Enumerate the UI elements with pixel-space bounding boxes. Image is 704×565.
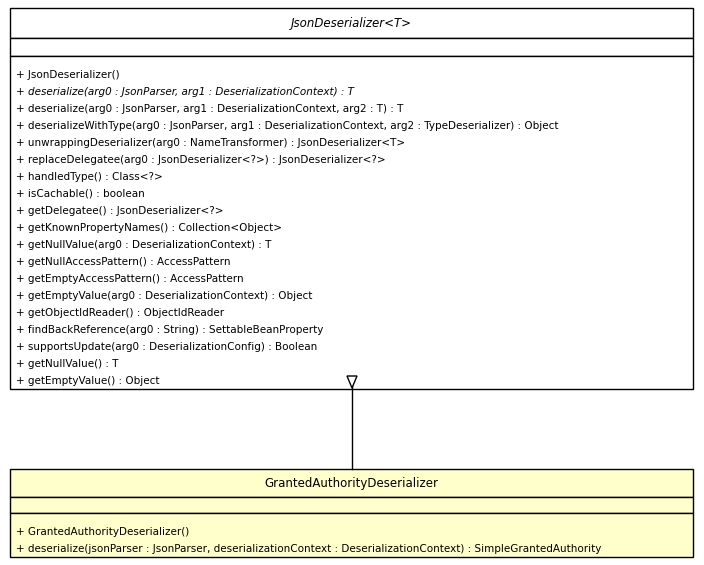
Text: + getNullAccessPattern() : AccessPattern: + getNullAccessPattern() : AccessPattern	[16, 257, 230, 267]
Text: + deserialize(jsonParser : JsonParser, deserializationContext : DeserializationC: + deserialize(jsonParser : JsonParser, d…	[16, 544, 601, 554]
Text: + deserialize(arg0 : JsonParser, arg1 : DeserializationContext, arg2 : T) : T: + deserialize(arg0 : JsonParser, arg1 : …	[16, 103, 403, 114]
Polygon shape	[347, 376, 357, 388]
Text: GrantedAuthorityDeserializer: GrantedAuthorityDeserializer	[265, 476, 439, 489]
Text: + GrantedAuthorityDeserializer(): + GrantedAuthorityDeserializer()	[16, 527, 189, 537]
Text: + deserializeWithType(arg0 : JsonParser, arg1 : DeserializationContext, arg2 : T: + deserializeWithType(arg0 : JsonParser,…	[16, 120, 558, 131]
Text: + getDelegatee() : JsonDeserializer<?>: + getDelegatee() : JsonDeserializer<?>	[16, 206, 223, 216]
Bar	[10, 8, 693, 38]
Bar	[10, 497, 693, 513]
Text: + getEmptyAccessPattern() : AccessPattern: + getEmptyAccessPattern() : AccessPatter…	[16, 273, 244, 284]
Bar	[10, 513, 693, 557]
Text: + unwrappingDeserializer(arg0 : NameTransformer) : JsonDeserializer<T>: + unwrappingDeserializer(arg0 : NameTran…	[16, 138, 405, 147]
Text: + getKnownPropertyNames() : Collection<Object>: + getKnownPropertyNames() : Collection<O…	[16, 223, 282, 233]
Bar	[10, 469, 693, 497]
Text: + JsonDeserializer(): + JsonDeserializer()	[16, 69, 120, 80]
Text: + supportsUpdate(arg0 : DeserializationConfig) : Boolean: + supportsUpdate(arg0 : DeserializationC…	[16, 342, 318, 351]
Text: + getObjectIdReader() : ObjectIdReader: + getObjectIdReader() : ObjectIdReader	[16, 307, 224, 318]
Text: + getNullValue(arg0 : DeserializationContext) : T: + getNullValue(arg0 : DeserializationCon…	[16, 240, 271, 250]
Text: + getNullValue() : T: + getNullValue() : T	[16, 359, 118, 368]
Text: + findBackReference(arg0 : String) : SettableBeanProperty: + findBackReference(arg0 : String) : Set…	[16, 325, 323, 334]
Text: + deserialize(arg0 : JsonParser, arg1 : DeserializationContext) : T: + deserialize(arg0 : JsonParser, arg1 : …	[16, 86, 354, 97]
Text: + getEmptyValue(arg0 : DeserializationContext) : Object: + getEmptyValue(arg0 : DeserializationCo…	[16, 290, 313, 301]
Bar	[10, 56, 693, 389]
Text: + getEmptyValue() : Object: + getEmptyValue() : Object	[16, 376, 160, 385]
Text: + replaceDelegatee(arg0 : JsonDeserializer<?>) : JsonDeserializer<?>: + replaceDelegatee(arg0 : JsonDeserializ…	[16, 155, 386, 164]
Bar	[10, 38, 693, 56]
Text: JsonDeserializer<T>: JsonDeserializer<T>	[291, 16, 412, 29]
Text: + isCachable() : boolean: + isCachable() : boolean	[16, 189, 145, 199]
Text: + handledType() : Class<?>: + handledType() : Class<?>	[16, 172, 163, 181]
